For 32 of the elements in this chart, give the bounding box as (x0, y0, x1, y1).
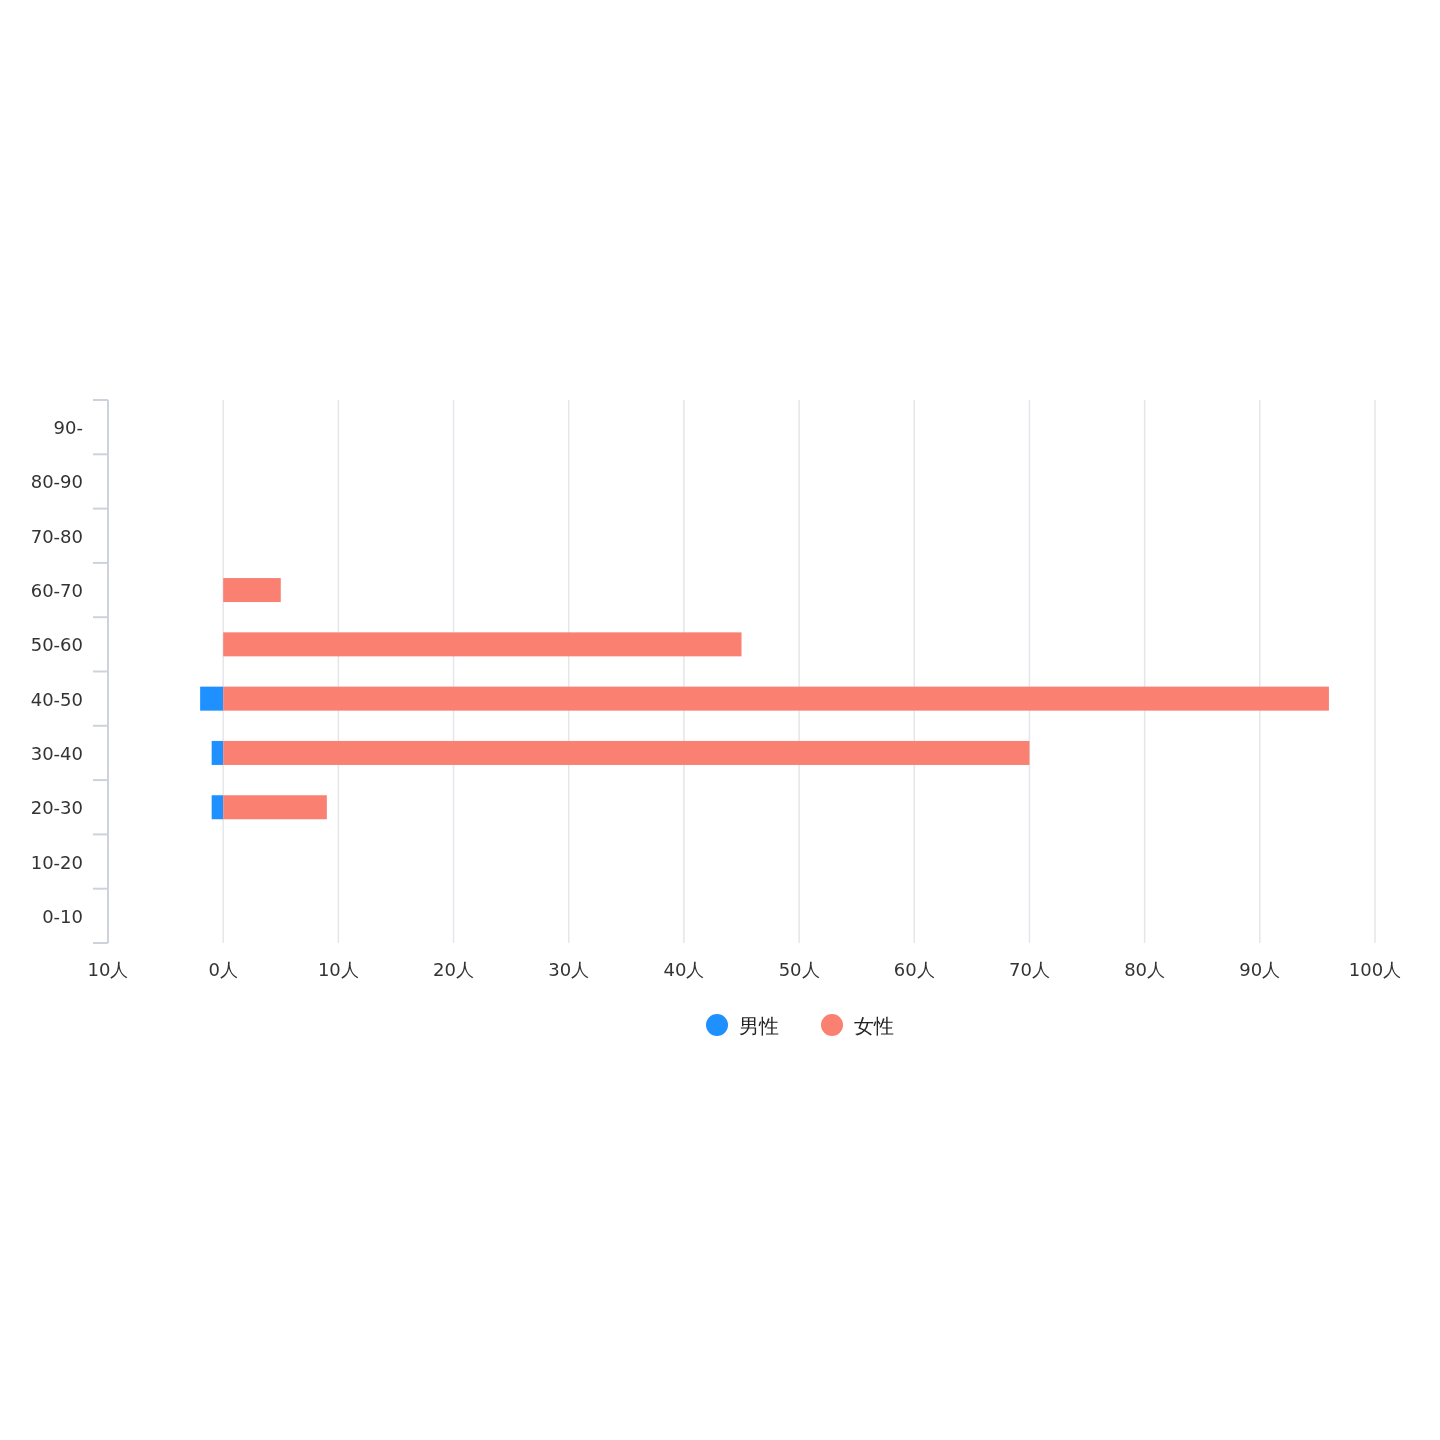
y-tick-label: 70-80 (30, 525, 83, 547)
bar (200, 686, 224, 711)
y-tick-label: 90- (53, 417, 83, 439)
bar (223, 740, 1030, 765)
x-tick-label: 50人 (778, 959, 820, 980)
y-tick-label: 30-40 (30, 742, 83, 764)
y-tick-label: 40-50 (30, 688, 83, 710)
y-tick-label: 60-70 (30, 580, 83, 602)
x-tick-label: 60人 (893, 959, 935, 980)
y-tick-label: 20-30 (30, 797, 83, 819)
bar (223, 632, 742, 657)
y-tick-label: 50-60 (30, 634, 83, 656)
x-tick-label: 80人 (1124, 959, 1166, 980)
x-tick-label: 70人 (1009, 959, 1050, 980)
bar (211, 740, 224, 765)
x-tick-label: 100人 (1348, 959, 1402, 980)
legend-label: 男性 (739, 1014, 779, 1038)
y-tick-label: 80-90 (30, 471, 83, 493)
y-tick-label: 0-10 (42, 905, 83, 927)
x-tick-label: 90人 (1239, 959, 1281, 980)
bar (223, 795, 327, 820)
y-tick-label: 10-20 (30, 851, 83, 873)
bar (211, 795, 224, 820)
bar (223, 686, 1329, 711)
x-tick-label: 40人 (663, 959, 705, 980)
x-tick-label: 0人 (208, 959, 238, 980)
x-tick-label: 20人 (433, 959, 474, 980)
legend-label: 女性 (854, 1014, 894, 1038)
x-tick-label: 10人 (317, 959, 359, 980)
bar (223, 578, 281, 603)
x-tick-label: 30人 (548, 959, 590, 980)
x-tick-label: 10人 (87, 959, 129, 980)
